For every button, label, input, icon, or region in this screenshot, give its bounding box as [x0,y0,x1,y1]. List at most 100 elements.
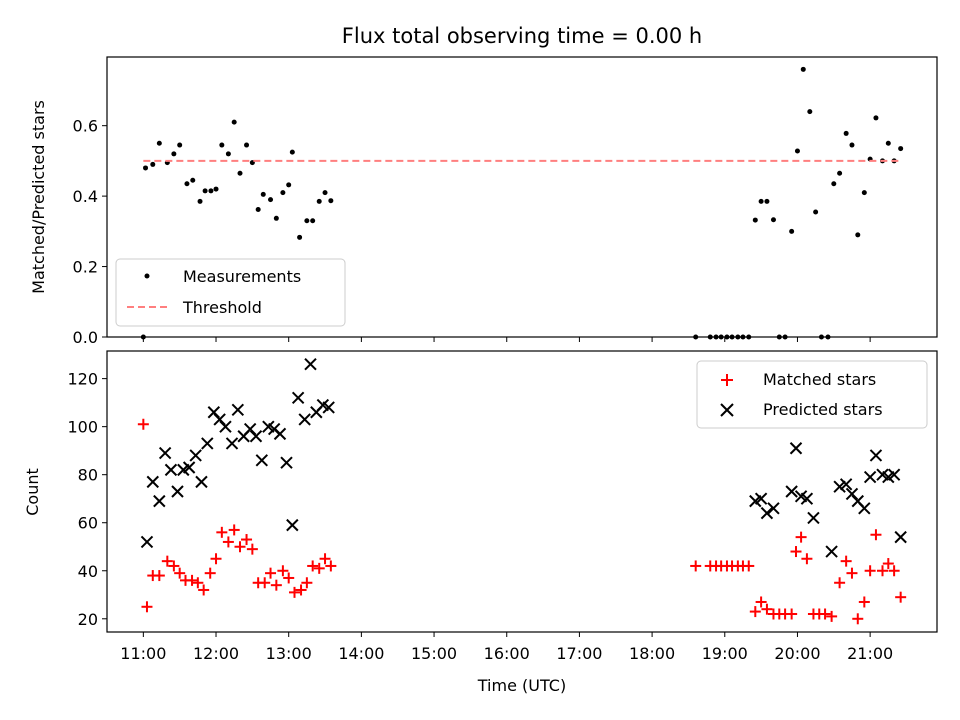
bottom-axis-ticks: 20 40 60 80 100 120 [67,370,107,629]
matched-star-point [289,586,301,598]
matched-star-point [755,596,767,608]
measurement-point [789,228,795,234]
top-y-axis-label: Matched/Predicted stars [29,100,48,294]
bottom-y-tick-label: 100 [67,418,98,437]
measurement-point [280,190,286,196]
measurement-point [219,142,225,148]
matched-star-point [192,577,204,589]
matched-star-point [870,529,882,541]
bottom-y-tick-label: 20 [78,610,98,629]
matched-star-point [210,553,222,565]
matched-star-point [882,558,894,570]
matched-star-point [277,565,289,577]
measurement-point [268,197,274,203]
matched-star-point [846,567,858,579]
predicted-star-point [182,461,196,474]
predicted-star-point [189,449,202,462]
matched-star-point [761,603,773,615]
predicted-star-point [298,413,311,426]
legend-measurements-label: Measurements [183,267,301,286]
measurement-point [807,109,813,115]
predicted-star-point [858,502,871,515]
matched-star-point [319,553,331,565]
x-tick-label: 13:00 [266,644,312,663]
predicted-star-point [140,535,154,549]
predicted-star-point [807,511,820,525]
matched-star-point [222,536,234,548]
predicted-star-point [219,420,232,433]
measurement-point [143,165,149,171]
matched-star-point [234,541,246,553]
predicted-star-point [291,391,305,405]
measurement-point [310,218,316,224]
matched-star-point [241,534,253,546]
matched-star-point [168,560,180,572]
matched-star-point [259,577,271,589]
measurement-point [861,190,867,196]
bottom-y-tick-label: 40 [78,562,98,581]
predicted-star-point [255,454,269,467]
matched-star-point [204,567,216,579]
predicted-star-point [231,403,245,417]
measurement-point [885,140,891,146]
top-y-tick-label: 0.4 [73,187,98,206]
measurement-point [156,140,162,146]
measurement-point [752,217,758,223]
predicted-star-point [322,401,335,414]
matched-star-point [801,553,813,565]
top-y-tick-label: 0.2 [73,258,98,277]
bottom-plot-frame [106,350,938,633]
matched-star-point [228,524,240,536]
matched-star-point [864,565,876,577]
predicted-star-point [863,470,877,484]
chart-title: Flux total observing time = 0.00 h [342,24,702,48]
x-tick-label: 19:00 [702,644,748,663]
measurement-point [190,177,196,183]
measurement-point [843,130,849,136]
measurement-point [316,198,322,204]
matched-star-point [307,560,319,572]
matched-star-point [246,543,258,555]
measurement-point [794,148,800,154]
top-plot-area [140,66,904,340]
measurement-point [255,207,261,213]
measurement-point [297,234,303,240]
matched-star-point [265,567,277,579]
matched-star-point [198,584,210,596]
matched-star-point [295,584,307,596]
matched-star-point [749,606,761,618]
predicted-star-point [171,485,184,498]
top-plot-frame [106,56,938,338]
top-legend: Measurements Threshold [115,258,346,327]
predicted-star-point [280,456,293,469]
matched-star-point [153,570,165,582]
predicted-star-point [785,485,798,498]
measurement-point [289,149,295,155]
measurement-point [197,198,203,204]
matched-star-point [858,596,870,608]
predicted-star-point [754,492,768,505]
matched-star-point [895,591,907,603]
x-tick-label: 21:00 [847,644,893,663]
predicted-star-point [887,468,901,481]
measurement-point [150,161,156,167]
top-y-tick-label: 0.6 [73,117,98,136]
matched-star-point [852,613,864,625]
bottom-y-tick-label: 120 [67,370,98,389]
predicted-star-point [800,492,814,505]
predicted-star-point [767,502,780,515]
bottom-plot-area [137,358,907,625]
x-axis-label: Time (UTC) [477,676,566,695]
predicted-star-point [158,446,172,460]
measurement-point [202,188,208,194]
matched-star-point [283,572,295,584]
predicted-star-point [273,427,287,441]
x-tick-label: 11:00 [120,644,166,663]
measurement-point [304,218,310,224]
measurement-point [855,232,861,238]
measurement-point [328,198,334,204]
bottom-y-tick-label: 60 [78,514,98,533]
measurement-point [273,215,279,221]
matched-star-point [216,526,228,538]
